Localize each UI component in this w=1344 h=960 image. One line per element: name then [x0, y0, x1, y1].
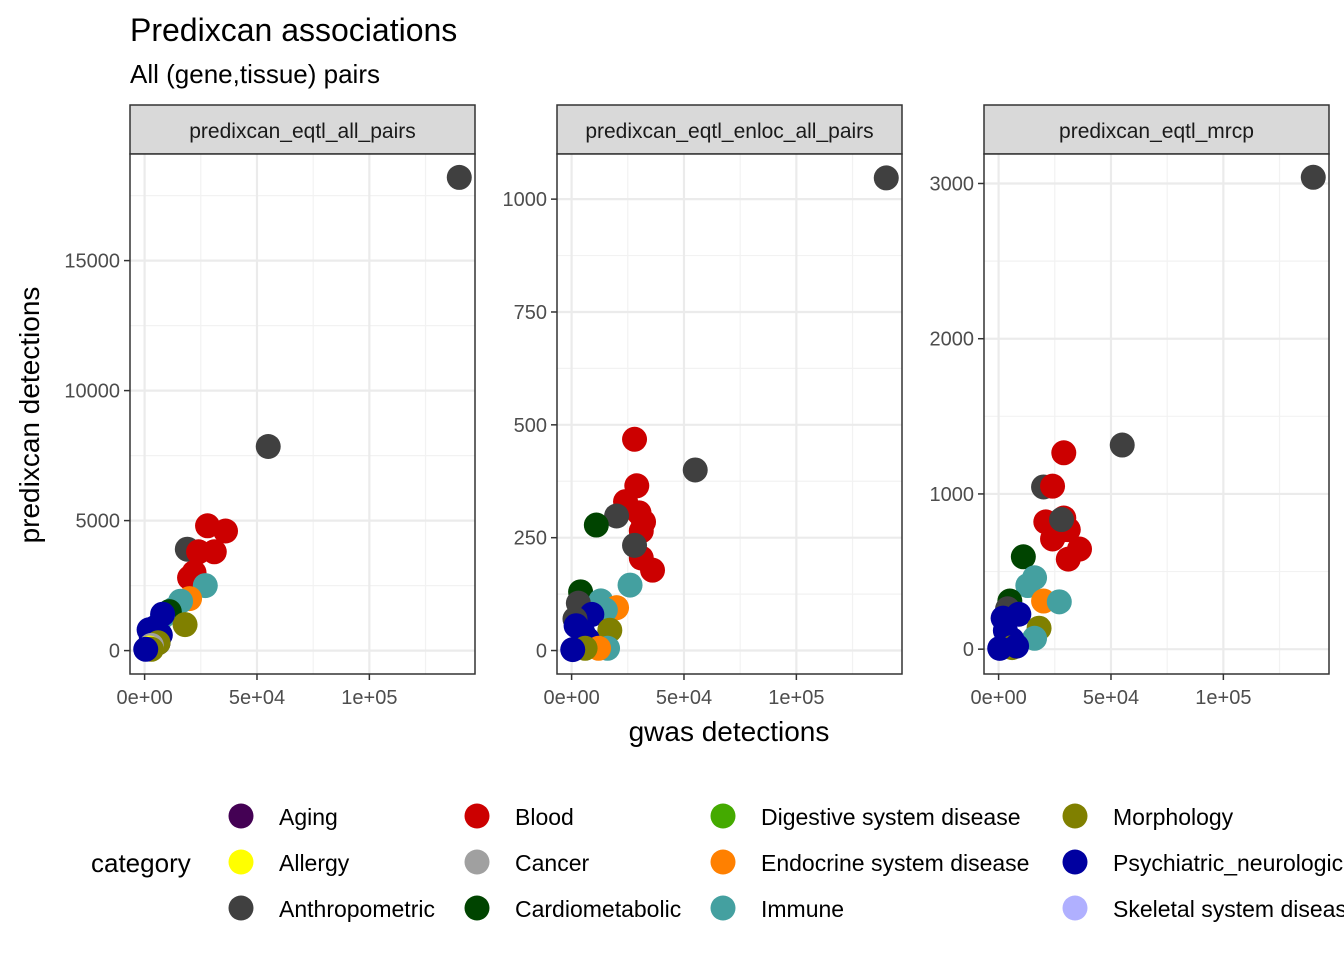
panel-border [556, 153, 903, 675]
x-tick-label: 0e+00 [117, 687, 173, 709]
data-point [682, 457, 708, 483]
data-point [213, 518, 239, 544]
plot-background [557, 154, 902, 674]
facet-strip [129, 104, 476, 155]
legend-key [228, 803, 254, 829]
legend-key [710, 803, 736, 829]
data-point [133, 636, 159, 662]
data-point [640, 557, 666, 583]
y-tick-label: 1000 [930, 484, 975, 506]
legend-key [464, 849, 490, 875]
data-point [1109, 432, 1135, 458]
legend-key [228, 895, 254, 921]
data-point [1055, 546, 1081, 572]
legend: category Aging Allergy Anthropometric Blood… [91, 803, 1344, 922]
data-point [1051, 440, 1077, 466]
legend-label: Aging [279, 804, 338, 830]
legend-key [1062, 849, 1088, 875]
legend-key [228, 849, 254, 875]
x-tick-label: 5e+04 [229, 687, 285, 709]
legend-label: Psychiatric_neurologic [1113, 850, 1343, 876]
y-tick-label: 500 [514, 415, 547, 437]
data-point [1040, 473, 1066, 499]
legend-label: Anthropometric [279, 896, 435, 922]
data-point [987, 635, 1013, 661]
data-point [622, 426, 648, 452]
y-axis-title: predixcan detections [14, 287, 45, 544]
legend-label: Skeletal system disease [1113, 896, 1344, 922]
x-tick-label: 5e+04 [656, 687, 712, 709]
facet-panel: predixcan_eqtl_mrcp 0e+00 5e+04 1e+05 0 1000 2… [930, 104, 1330, 709]
facet-panel: predixcan_eqtl_all_pairs 0e+00 5e+04 1e+05 0… [64, 104, 476, 709]
facet-strip [983, 104, 1330, 155]
data-point [617, 572, 643, 598]
y-tick-label: 1000 [503, 189, 548, 211]
data-point [1040, 526, 1066, 552]
panel-border [983, 153, 1330, 675]
legend-key [1062, 803, 1088, 829]
y-tick-label: 0 [536, 641, 547, 663]
x-axis-title: gwas detections [629, 716, 830, 747]
data-point [446, 164, 472, 190]
facet-panels: predixcan_eqtl_all_pairs 0e+00 5e+04 1e+05 0… [64, 104, 1330, 709]
y-tick-label: 750 [514, 302, 547, 324]
legend-label: Cancer [515, 850, 589, 876]
legend-key [464, 803, 490, 829]
y-tick-label: 2000 [930, 329, 975, 351]
data-point [583, 512, 609, 538]
legend-label: Digestive system disease [761, 804, 1021, 830]
chart-subtitle: All (gene,tissue) pairs [130, 59, 380, 89]
data-point [172, 612, 198, 638]
data-point [873, 165, 899, 191]
y-tick-label: 5000 [76, 511, 121, 533]
facet-strip-label: predixcan_eqtl_mrcp [1059, 120, 1254, 143]
legend-label: Allergy [279, 850, 350, 876]
legend-label: Immune [761, 896, 844, 922]
facet-strip [556, 104, 903, 155]
x-tick-label: 5e+04 [1083, 687, 1139, 709]
data-point [1015, 573, 1041, 599]
y-tick-label: 250 [514, 528, 547, 550]
legend-title: category [91, 848, 191, 878]
data-point [1046, 589, 1072, 615]
facet-strip-label: predixcan_eqtl_enloc_all_pairs [585, 120, 873, 143]
legend-key [710, 895, 736, 921]
y-tick-label: 10000 [64, 381, 120, 403]
data-point [1049, 507, 1075, 533]
facet-strip-label: predixcan_eqtl_all_pairs [189, 120, 415, 143]
data-point [604, 503, 630, 529]
legend-label: Morphology [1113, 804, 1234, 830]
data-point [255, 434, 281, 459]
data-point [622, 532, 648, 558]
y-tick-label: 3000 [930, 173, 975, 195]
data-point [201, 539, 227, 565]
x-tick-label: 0e+00 [544, 687, 600, 709]
legend-label: Blood [515, 804, 574, 830]
legend-key [464, 895, 490, 921]
y-tick-label: 0 [109, 641, 120, 663]
x-tick-label: 1e+05 [1195, 687, 1251, 709]
data-point [1300, 164, 1326, 190]
y-tick-label: 15000 [64, 251, 120, 273]
x-tick-label: 1e+05 [341, 687, 397, 709]
facet-panel: predixcan_eqtl_enloc_all_pairs 0e+00 5e+04… [503, 104, 903, 709]
y-tick-label: 0 [963, 639, 974, 661]
legend-key [1062, 895, 1088, 921]
legend-key [710, 849, 736, 875]
legend-label: Cardiometabolic [515, 896, 681, 922]
data-point [560, 637, 586, 663]
panel-border [129, 153, 476, 675]
x-tick-label: 1e+05 [768, 687, 824, 709]
data-point [1010, 544, 1036, 570]
legend-label: Endocrine system disease [761, 850, 1029, 876]
chart-title: Predixcan associations [130, 12, 457, 48]
x-tick-label: 0e+00 [971, 687, 1027, 709]
